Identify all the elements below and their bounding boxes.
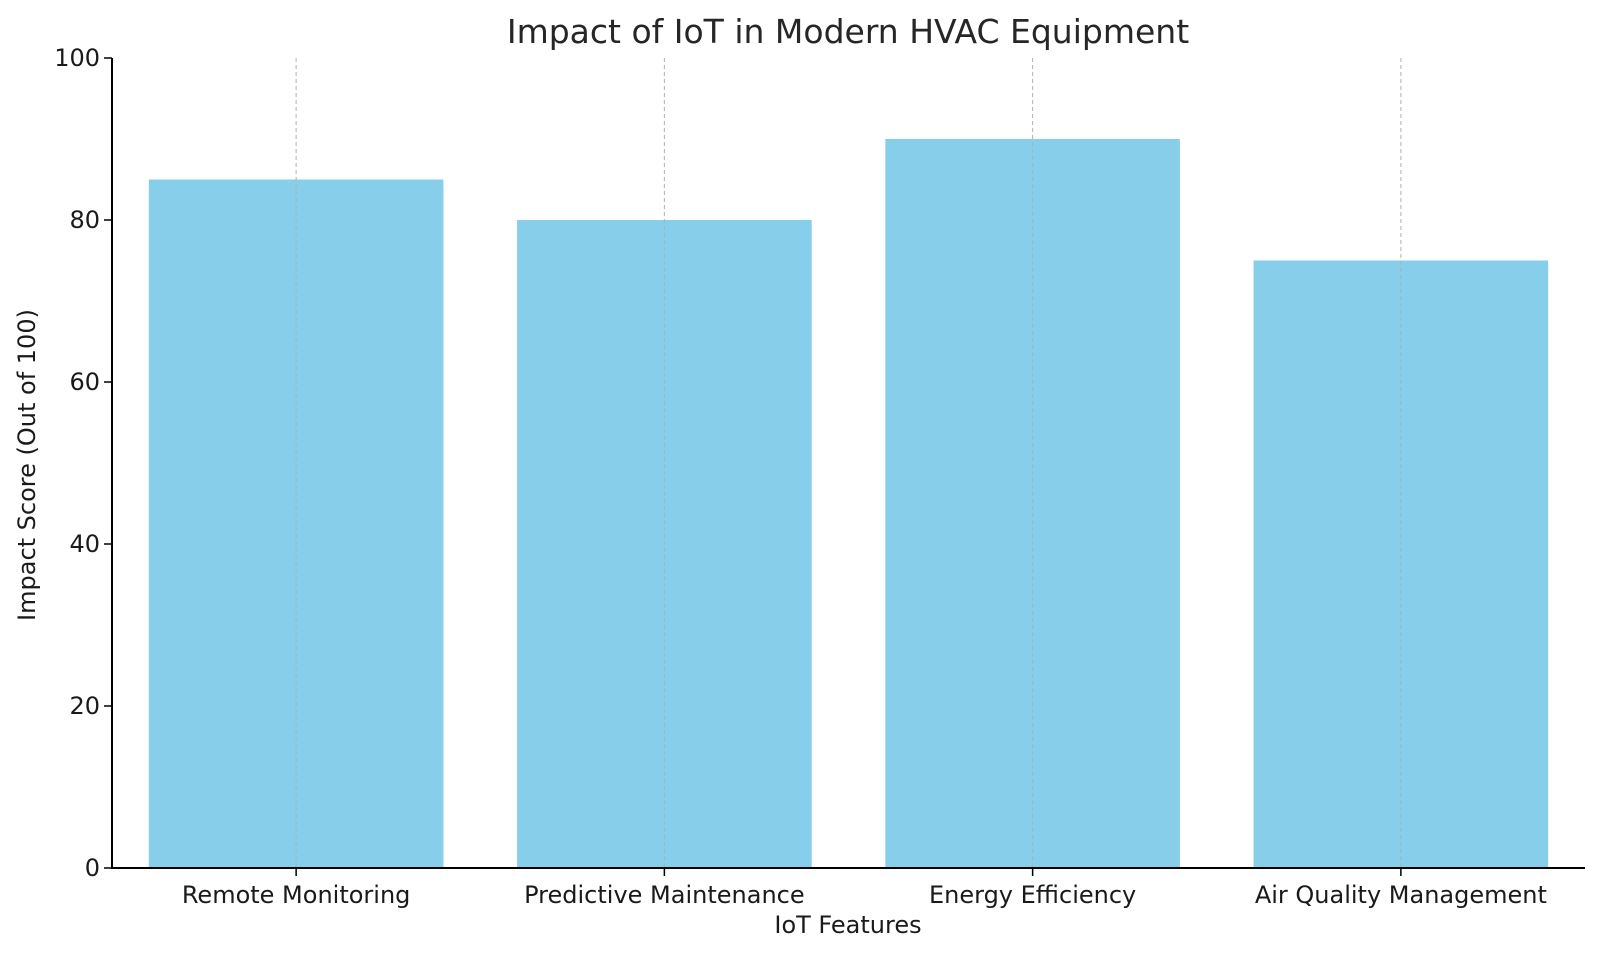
y-tick-label: 60 xyxy=(69,368,100,396)
chart-title: Impact of IoT in Modern HVAC Equipment xyxy=(507,12,1189,51)
x-tick-label: Air Quality Management xyxy=(1255,881,1547,909)
x-tick-label: Energy Efficiency xyxy=(929,881,1136,909)
x-tick-label: Remote Monitoring xyxy=(182,881,411,909)
y-tick-label: 80 xyxy=(69,206,100,234)
bars-layer xyxy=(148,139,1549,868)
grid-layer xyxy=(295,58,1402,868)
y-tick-label: 20 xyxy=(69,692,100,720)
y-tick-label: 0 xyxy=(85,854,100,882)
x-axis-label: IoT Features xyxy=(774,911,921,939)
axes-layer xyxy=(111,58,1585,869)
x-tick-label: Predictive Maintenance xyxy=(524,881,805,909)
y-axis-label: Impact Score (Out of 100) xyxy=(13,309,41,621)
y-tick-label: 100 xyxy=(54,44,100,72)
x-ticks: Remote Monitoring Predictive Maintenance E… xyxy=(182,868,1547,909)
y-ticks: 0 20 40 60 80 100 xyxy=(54,44,112,882)
y-tick-label: 40 xyxy=(69,530,100,558)
